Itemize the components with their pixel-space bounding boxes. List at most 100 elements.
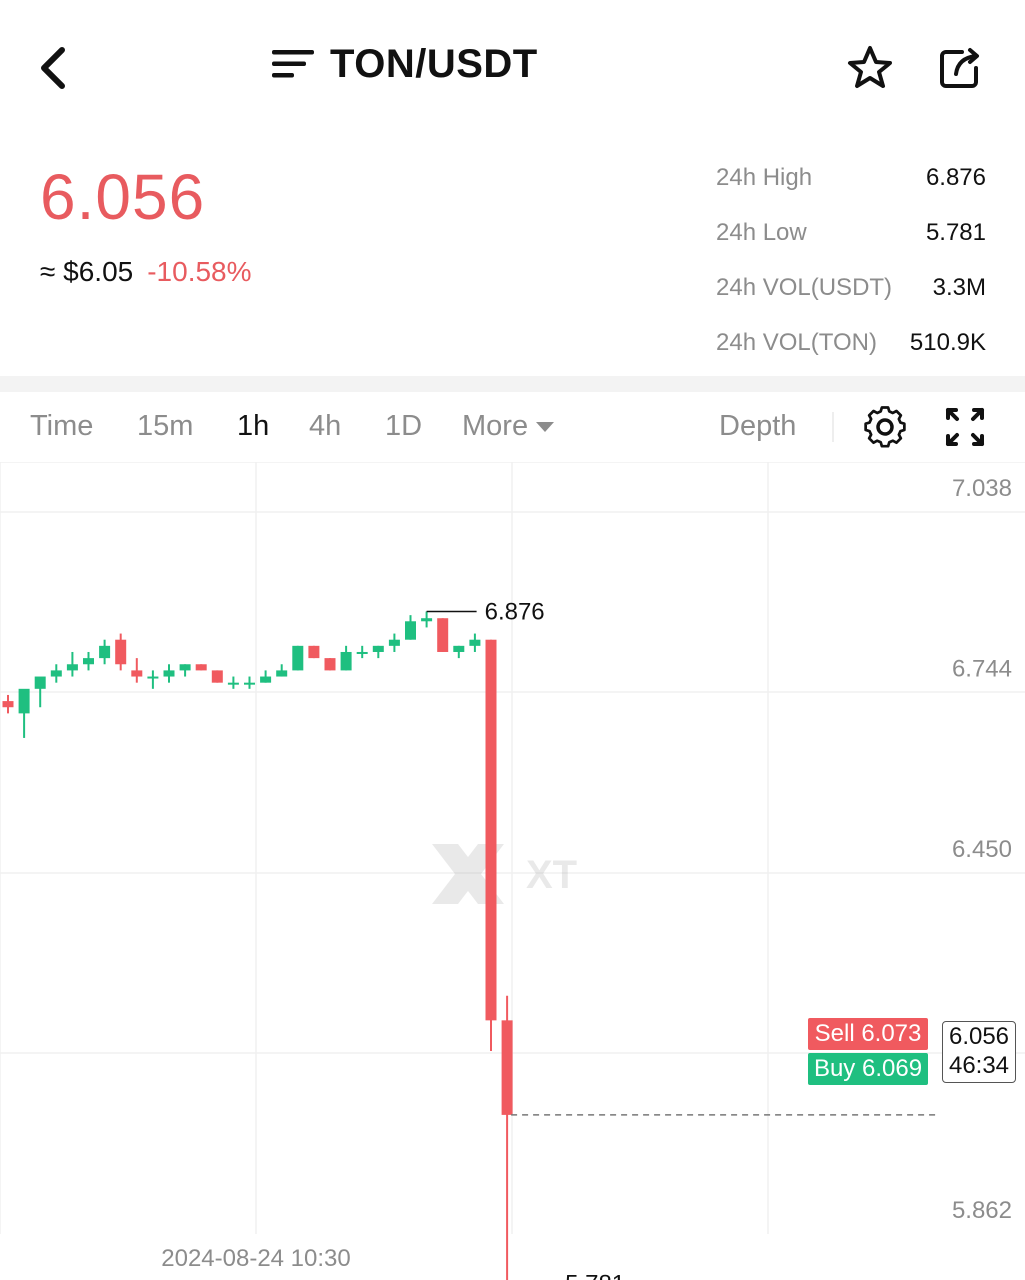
candle [50,664,62,683]
candle-body [421,618,433,622]
tab-more-label: More [462,410,529,442]
star-icon [848,46,892,88]
candle-body [292,645,304,671]
candle-body [66,664,78,671]
candle-body [131,670,143,677]
candle-body [405,621,416,640]
candle-body [340,651,352,671]
last-price-tag-value: 6.056 [948,1023,1010,1050]
candle [276,664,288,677]
y-tick-label: 6.450 [952,836,1012,863]
stat-label: 24h VOL(TON) [716,328,877,356]
candle-body [453,645,465,652]
candle-body [388,639,400,646]
candle [163,664,175,683]
candle-body [195,664,207,671]
last-price-tag: 6.056 46:34 [942,1021,1016,1083]
stat-row: 24h Low 5.781 [716,205,986,260]
favorite-button[interactable] [842,40,898,96]
tab-more[interactable]: More [462,410,555,443]
expand-icon [946,408,984,446]
stat-value: 3.3M [932,273,986,301]
x-axis-label: 2024-08-24 10:30 [161,1245,351,1272]
candle [179,664,191,677]
stat-value: 6.876 [925,163,986,191]
price-subline: ≈ $6.05 -10.58% [40,256,252,288]
sell-price-tag: Sell 6.073 [808,1018,928,1050]
back-button[interactable] [30,40,80,96]
candle [66,651,78,677]
candle [388,633,400,652]
candle [147,670,159,689]
stats-panel: 24h High 6.876 24h Low 5.781 24h VOL(USD… [716,150,986,370]
high-annotation: 6.876 [485,598,545,625]
candle-body [437,618,449,652]
candle-body [163,670,175,677]
chart-canvas: XT 7.038 6.744 6.450 5.862 6.876 5.781 2024-… [0,462,1025,1280]
usd-value: ≈ $6.05 [40,256,134,287]
candle [131,658,143,683]
candle-body [276,670,288,677]
countdown: 46:34 [948,1052,1010,1079]
y-tick-label: 7.038 [952,475,1012,502]
buy-price-tag: Buy 6.069 [808,1053,928,1085]
candle [356,645,368,659]
menu-lines-icon [272,50,314,78]
candle-body [83,658,94,665]
chevron-left-icon [41,47,65,89]
y-axis-labels: 7.038 6.744 6.450 5.862 [952,475,1012,1224]
candle [211,670,223,683]
tab-time[interactable]: Time [30,410,94,442]
share-button[interactable] [932,40,988,96]
caret-down-icon [536,421,555,432]
tab-separator [832,412,834,442]
chart-settings-button[interactable] [860,402,910,452]
candle [485,639,497,1052]
candle-body [115,639,127,665]
candle-body [244,682,255,685]
candlestick-chart[interactable]: XT 7.038 6.744 6.450 5.862 6.876 5.781 2024-… [0,462,1025,1280]
candle-body [211,670,223,683]
candle-body [2,701,14,708]
candle [437,618,449,652]
pair-selector[interactable]: TON/USDT [272,36,538,92]
candle-body [99,645,111,659]
candle-body [50,670,62,677]
last-price: 6.056 [40,161,206,233]
stat-row: 24h VOL(TON) 510.9K [716,315,986,370]
candle [421,611,433,628]
candle [469,633,481,652]
candle-body [485,639,497,1021]
watermark-text: XT [526,853,577,897]
candle-body [469,639,481,646]
candles [2,611,513,1280]
candle [292,645,304,671]
y-tick-label: 5.862 [952,1197,1012,1224]
candle-body [18,688,30,714]
interval-tabs: Time 15m 1h 4h 1D More Depth [0,392,1025,462]
candle-body [501,1020,513,1115]
share-icon [940,48,979,88]
top-bar: TON/USDT [0,0,1025,130]
candle-body [227,682,239,685]
price-change: -10.58% [147,256,252,287]
candle-body [147,676,159,679]
tab-1d[interactable]: 1D [385,410,423,442]
candle [99,639,111,665]
fullscreen-button[interactable] [942,402,988,452]
tab-depth[interactable]: Depth [719,410,797,442]
candle-body [324,658,336,671]
tab-4h[interactable]: 4h [309,410,342,442]
stat-value: 5.781 [925,218,986,246]
stat-label: 24h VOL(USDT) [716,273,893,301]
candle-body [260,676,272,683]
candle [260,670,272,683]
tab-15m[interactable]: 15m [137,410,194,442]
stat-row: 24h High 6.876 [716,150,986,205]
candle [501,995,513,1280]
candle [227,676,239,689]
chart-grid [0,462,1025,1234]
candle [308,645,320,659]
tab-1h[interactable]: 1h [237,410,270,442]
candle [2,694,14,714]
